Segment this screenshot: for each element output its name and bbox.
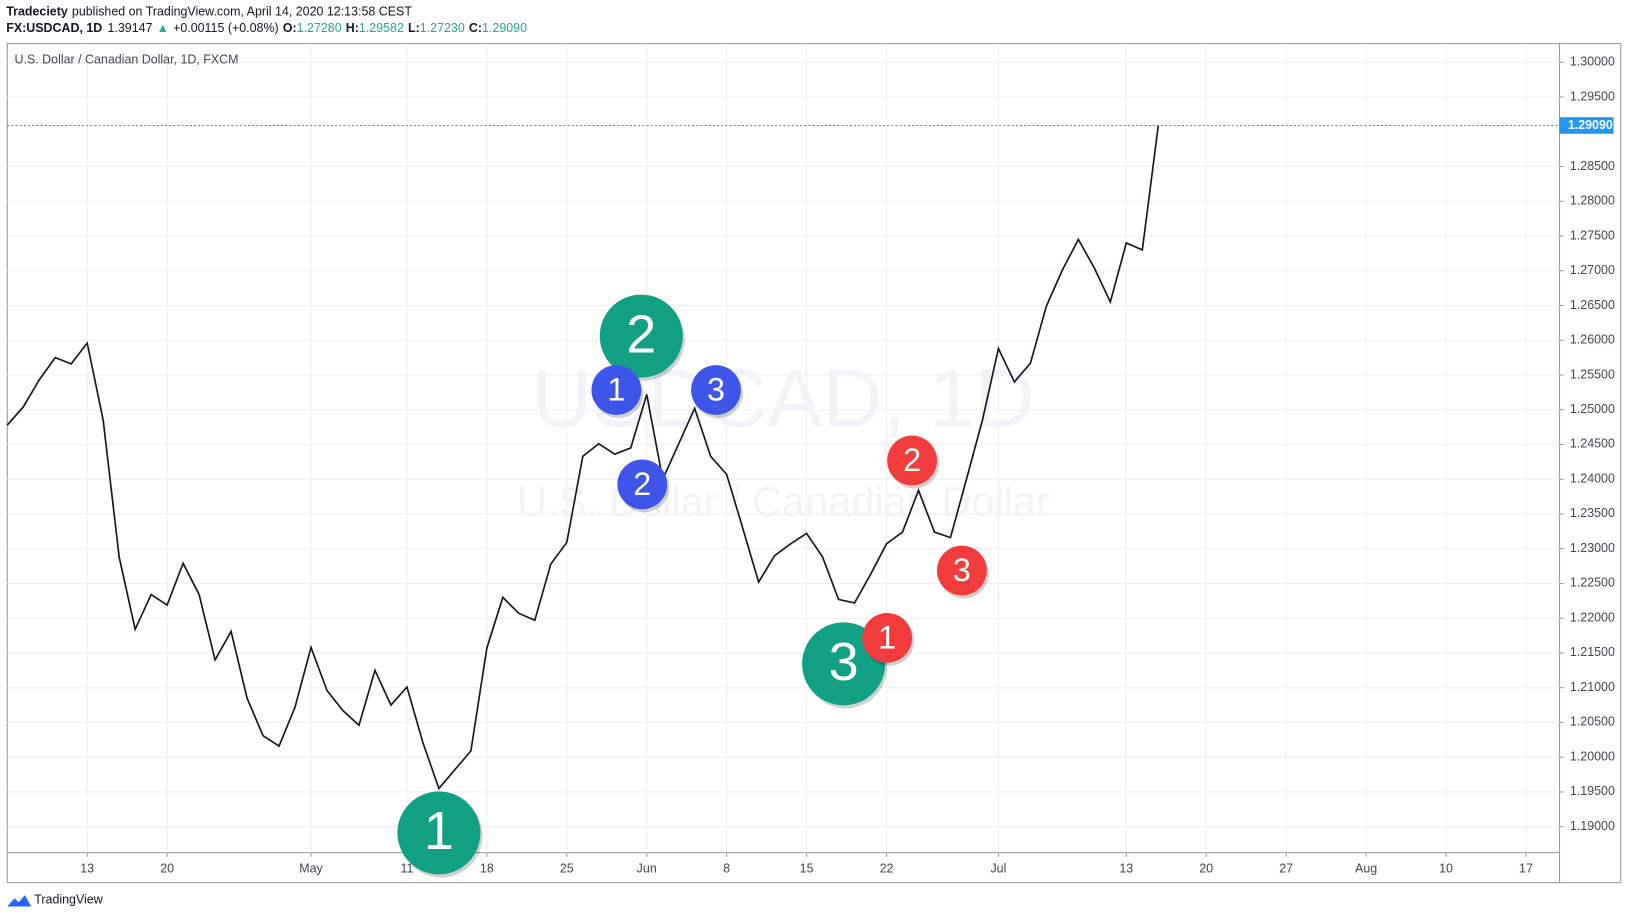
x-tick-label: 11 — [400, 861, 413, 875]
x-tick-label: 10 — [1439, 861, 1453, 875]
x-tick-label: Aug — [1355, 861, 1377, 875]
x-tick-label: 15 — [800, 861, 814, 875]
y-tick-label: 1.22500 — [1570, 576, 1615, 590]
y-tick-label: 1.22000 — [1570, 610, 1615, 624]
y-tick-label: 1.26500 — [1570, 298, 1615, 312]
x-tick-label: 8 — [723, 861, 730, 875]
x-tick-label: 18 — [480, 861, 494, 875]
logo-icon — [7, 895, 32, 907]
annotation-circle — [397, 791, 481, 875]
annotation-label: 1 — [607, 372, 625, 408]
annotation-circle — [887, 435, 937, 486]
plot — [6, 124, 1560, 791]
last-price-label: 1.29090 — [1568, 118, 1613, 132]
annotation-circle — [599, 294, 683, 378]
ohlc-key: C: — [469, 21, 482, 35]
chart-legend: U.S. Dollar / Canadian Dollar, 1D, FXCM — [15, 52, 239, 66]
x-tick-label: 27 — [1279, 861, 1293, 875]
x-tick-label: 20 — [1199, 861, 1213, 875]
y-tick-label: 1.19000 — [1570, 819, 1615, 833]
annotation-label: 1 — [878, 620, 896, 656]
y-tick-label: 1.29500 — [1570, 89, 1615, 103]
annotation-label: 2 — [633, 466, 651, 502]
y-tick-label: 1.25500 — [1570, 367, 1615, 381]
price-line — [6, 125, 1160, 791]
ohlc-value: 1.29582 — [359, 21, 404, 35]
author: Tradeciety — [6, 5, 68, 19]
x-tick-label: Jul — [990, 861, 1006, 875]
x-tick-label: 17 — [1519, 861, 1533, 875]
ohlc-key: O: — [283, 21, 297, 35]
y-tick-label: 1.28000 — [1570, 194, 1615, 208]
brand: TradingView — [34, 893, 103, 907]
watermark-name: U.S. Dollar / Canadian Dollar — [517, 478, 1050, 525]
x-tick-label: 13 — [1119, 861, 1133, 875]
y-tick-label: 1.24500 — [1570, 437, 1615, 451]
y-tick-label: 1.24000 — [1570, 472, 1615, 486]
y-tick-label: 1.19500 — [1570, 784, 1615, 798]
x-tick-label: 20 — [160, 861, 174, 875]
chart-frame — [6, 43, 1622, 884]
y-tick-label: 1.30000 — [1570, 55, 1615, 69]
header-line-1: Tradeciety published on TradingView.com, … — [6, 5, 412, 19]
annotation-circle — [617, 459, 668, 510]
symbol: FX:USDCAD, 1D — [6, 21, 102, 35]
annotation-circle — [862, 613, 913, 663]
ohlc-value: 1.29090 — [482, 21, 527, 35]
annotation-circle — [691, 365, 741, 415]
annotation-label: 3 — [953, 552, 971, 588]
annotation-label: 2 — [903, 442, 921, 478]
x-tick-label: 13 — [80, 861, 94, 875]
y-tick-label: 1.25000 — [1570, 402, 1615, 416]
annotation-label: 3 — [707, 372, 725, 408]
y-tick-label: 1.20000 — [1570, 749, 1615, 763]
last-price-badge — [1559, 117, 1614, 134]
ohlc-key: L: — [408, 21, 420, 35]
y-tick-label: 1.21000 — [1570, 680, 1615, 694]
x-tick-label: Jun — [637, 861, 657, 875]
y-tick-label: 1.27000 — [1570, 263, 1615, 277]
y-tick-label: 1.21500 — [1570, 645, 1615, 659]
change: +0.00115 (+0.08%) — [173, 21, 279, 35]
x-tick-label: 25 — [560, 861, 574, 875]
annotation-label: 1 — [424, 801, 454, 861]
y-tick-label: 1.27500 — [1570, 228, 1615, 242]
annotation-label: 2 — [626, 304, 656, 364]
y-tick-label: 1.23500 — [1570, 506, 1615, 520]
y-tick-label: 1.20500 — [1570, 715, 1615, 729]
annotation-circle — [591, 365, 642, 415]
ohlc-value: 1.27230 — [420, 21, 465, 35]
footer-logo: TradingView — [7, 893, 104, 907]
x-tick-label: May — [299, 861, 323, 875]
annotation-circle — [936, 545, 987, 596]
y-tick-label: 1.28500 — [1570, 159, 1615, 173]
arrow: ▲ — [157, 21, 169, 35]
header-line-2: FX:USDCAD, 1D 1.39147 ▲ +0.00115 (+0.08%) O:… — [6, 21, 527, 35]
ohlc-value: 1.27280 — [297, 21, 342, 35]
price: 1.39147 — [107, 21, 152, 35]
annotation-label: 3 — [829, 632, 859, 692]
x-tick-label: 22 — [880, 861, 894, 875]
y-tick-label: 1.26000 — [1570, 333, 1615, 347]
y-tick-label: 1.23000 — [1570, 541, 1615, 555]
published: published on TradingView.com, April 14, … — [72, 5, 412, 19]
ohlc-key: H: — [346, 21, 359, 35]
